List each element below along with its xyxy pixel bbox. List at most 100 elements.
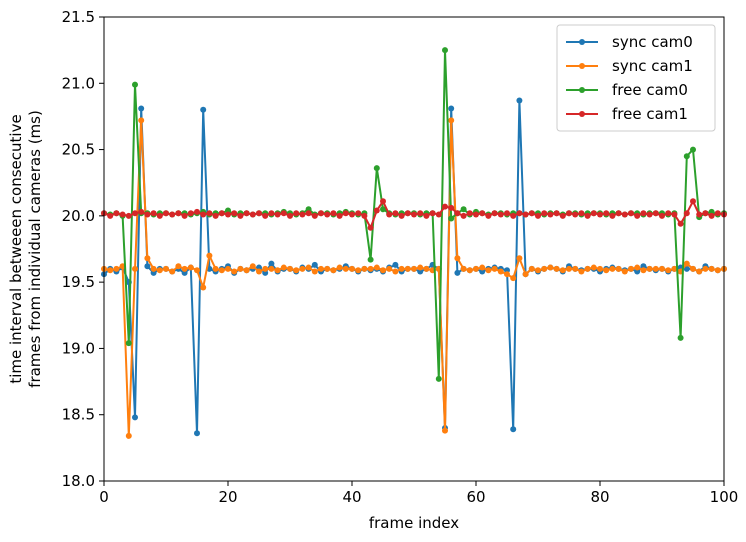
data-point xyxy=(702,210,709,217)
data-point xyxy=(423,265,430,272)
data-point xyxy=(367,265,374,272)
data-point xyxy=(628,210,634,217)
data-point xyxy=(621,211,628,218)
data-point xyxy=(274,267,281,274)
data-point xyxy=(578,210,585,217)
data-point xyxy=(138,105,145,112)
data-point xyxy=(367,256,374,263)
data-point xyxy=(268,265,275,272)
data-point xyxy=(305,264,312,271)
data-point xyxy=(522,271,529,278)
data-point xyxy=(330,210,337,217)
data-point xyxy=(696,268,703,275)
data-point xyxy=(107,267,114,274)
legend-box xyxy=(556,24,716,132)
data-point xyxy=(597,211,603,218)
data-point xyxy=(442,203,448,210)
data-point xyxy=(212,265,219,272)
data-point xyxy=(634,212,641,219)
data-point xyxy=(652,265,659,272)
data-point xyxy=(621,268,628,275)
series-sync-cam1 xyxy=(101,117,727,439)
data-point xyxy=(411,265,417,272)
data-point xyxy=(603,267,610,274)
data-point xyxy=(411,211,417,218)
data-point xyxy=(262,265,269,272)
data-point xyxy=(584,212,591,219)
data-point xyxy=(541,210,548,217)
plot-frame xyxy=(103,16,725,482)
data-point xyxy=(708,265,715,272)
data-point xyxy=(113,210,120,217)
x-tick-label: 20 xyxy=(218,488,237,506)
data-point xyxy=(714,210,721,217)
data-point xyxy=(628,265,634,272)
data-point xyxy=(113,265,120,272)
data-point xyxy=(125,432,132,439)
data-point xyxy=(597,265,603,272)
data-point xyxy=(547,211,554,218)
data-point xyxy=(144,255,151,262)
series-layer xyxy=(101,47,727,439)
data-point xyxy=(349,211,355,218)
data-point xyxy=(510,275,517,282)
data-point xyxy=(194,208,200,215)
data-point xyxy=(522,211,529,218)
y-tick-label: 20.5 xyxy=(62,141,95,159)
data-point xyxy=(665,267,672,274)
data-point xyxy=(572,211,579,218)
data-point xyxy=(268,260,275,267)
data-point xyxy=(144,263,151,270)
data-point xyxy=(559,212,566,219)
data-point xyxy=(553,265,560,272)
data-point xyxy=(336,264,343,271)
data-point xyxy=(497,211,504,218)
data-point xyxy=(460,265,467,272)
data-point xyxy=(423,212,430,219)
data-point xyxy=(218,210,225,217)
data-point xyxy=(138,208,145,215)
data-point xyxy=(677,220,684,227)
data-point xyxy=(330,267,337,274)
data-point xyxy=(311,261,318,268)
data-point xyxy=(342,210,349,217)
data-point xyxy=(460,212,467,219)
data-point xyxy=(665,210,672,217)
data-point xyxy=(156,267,163,274)
data-point xyxy=(237,212,244,219)
data-point xyxy=(125,340,132,347)
data-point xyxy=(528,210,535,217)
data-point xyxy=(150,265,157,272)
data-point xyxy=(187,210,194,217)
data-point xyxy=(287,265,293,272)
y-tick-label: 21.5 xyxy=(62,8,95,26)
data-point xyxy=(262,212,269,219)
y-tick-label: 18.5 xyxy=(62,406,95,424)
legend-label: free cam1 xyxy=(612,105,688,123)
data-point xyxy=(590,264,597,271)
data-point xyxy=(361,212,368,219)
data-point xyxy=(473,211,479,218)
legend-marker xyxy=(579,39,585,45)
data-point xyxy=(690,198,696,205)
data-point xyxy=(249,263,256,270)
y-tick-label: 20.0 xyxy=(62,207,95,225)
series-free-cam1 xyxy=(101,198,727,231)
data-point xyxy=(547,264,554,271)
data-point xyxy=(566,265,572,272)
x-tick-label: 40 xyxy=(342,488,361,506)
data-point xyxy=(249,211,256,218)
data-point xyxy=(485,267,492,274)
data-point xyxy=(125,212,132,219)
data-point xyxy=(683,210,690,217)
data-point xyxy=(615,265,622,272)
y-tick-label: 19.0 xyxy=(62,339,95,357)
data-point xyxy=(683,260,690,267)
data-point xyxy=(163,265,169,272)
data-point xyxy=(318,265,324,272)
legend-label: sync cam1 xyxy=(612,57,693,75)
data-point xyxy=(212,212,219,219)
data-point xyxy=(144,211,151,218)
legend-marker xyxy=(579,63,585,69)
